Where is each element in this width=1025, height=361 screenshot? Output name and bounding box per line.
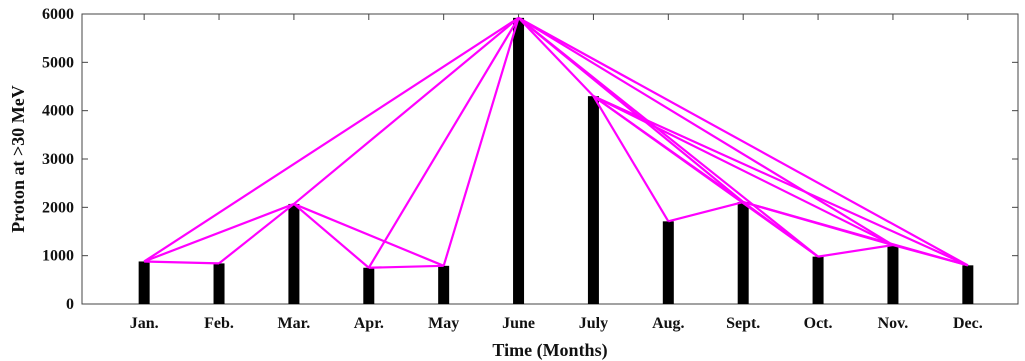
bar-jan xyxy=(138,261,150,304)
link-line xyxy=(368,264,444,269)
x-axis-ticks: Jan. Feb. Mar. Apr. May June July Aug. Sept. Oct.… xyxy=(130,14,983,332)
bar-sept xyxy=(737,202,749,304)
link-line xyxy=(592,95,894,247)
link-line xyxy=(143,202,295,263)
y-tick-label: 2000 xyxy=(42,199,74,216)
y-tick-label: 6000 xyxy=(42,6,74,23)
link-lines xyxy=(143,16,969,269)
x-tick-label: Aug. xyxy=(652,315,684,332)
bar-nov xyxy=(887,245,899,304)
y-axis-label: Proton at >30 MeV xyxy=(8,85,28,232)
y-tick-label: 3000 xyxy=(42,151,74,168)
link-line xyxy=(668,200,744,223)
bar-apr xyxy=(363,267,375,304)
bar-oct xyxy=(812,256,824,304)
x-axis-label: Time (Months) xyxy=(492,340,607,361)
y-tick-label: 5000 xyxy=(42,54,74,71)
x-tick-label: Nov. xyxy=(878,315,909,332)
x-tick-label: Jan. xyxy=(130,315,159,332)
link-line xyxy=(592,95,969,267)
link-line xyxy=(517,17,819,258)
x-tick-label: Feb. xyxy=(204,315,234,332)
link-line xyxy=(517,17,595,97)
bar-dec xyxy=(962,265,974,304)
bar-aug xyxy=(662,221,674,304)
bar-july xyxy=(587,96,599,305)
x-tick-label: July xyxy=(579,315,608,332)
link-line xyxy=(143,16,520,263)
bars xyxy=(138,17,974,305)
bar-may xyxy=(438,265,450,304)
x-tick-label: June xyxy=(502,315,535,332)
link-line xyxy=(742,201,819,258)
x-tick-label: Dec. xyxy=(953,315,983,332)
link-line xyxy=(144,260,220,265)
bar-feb xyxy=(213,263,225,304)
bar-mar xyxy=(288,203,300,304)
x-tick-label: Sept. xyxy=(726,315,760,332)
x-tick-label: Oct. xyxy=(804,315,833,332)
link-line xyxy=(517,16,894,246)
bar-june xyxy=(513,17,525,304)
y-tick-label: 1000 xyxy=(42,248,74,265)
y-axis-ticks: 0 1000 2000 3000 4000 5000 6000 xyxy=(42,6,1018,313)
link-line xyxy=(817,243,894,258)
y-tick-label: 4000 xyxy=(42,103,74,120)
link-line xyxy=(218,203,295,265)
link-line xyxy=(293,17,520,205)
y-tick-label: 0 xyxy=(66,296,74,313)
link-line xyxy=(592,95,670,222)
x-tick-label: Apr. xyxy=(354,315,384,332)
x-tick-label: May xyxy=(428,315,459,332)
link-line xyxy=(293,202,445,267)
link-line xyxy=(518,16,969,267)
x-tick-label: Mar. xyxy=(278,315,311,332)
link-line xyxy=(367,17,520,269)
link-line xyxy=(442,17,520,267)
link-line xyxy=(892,243,969,267)
link-line xyxy=(293,203,370,269)
